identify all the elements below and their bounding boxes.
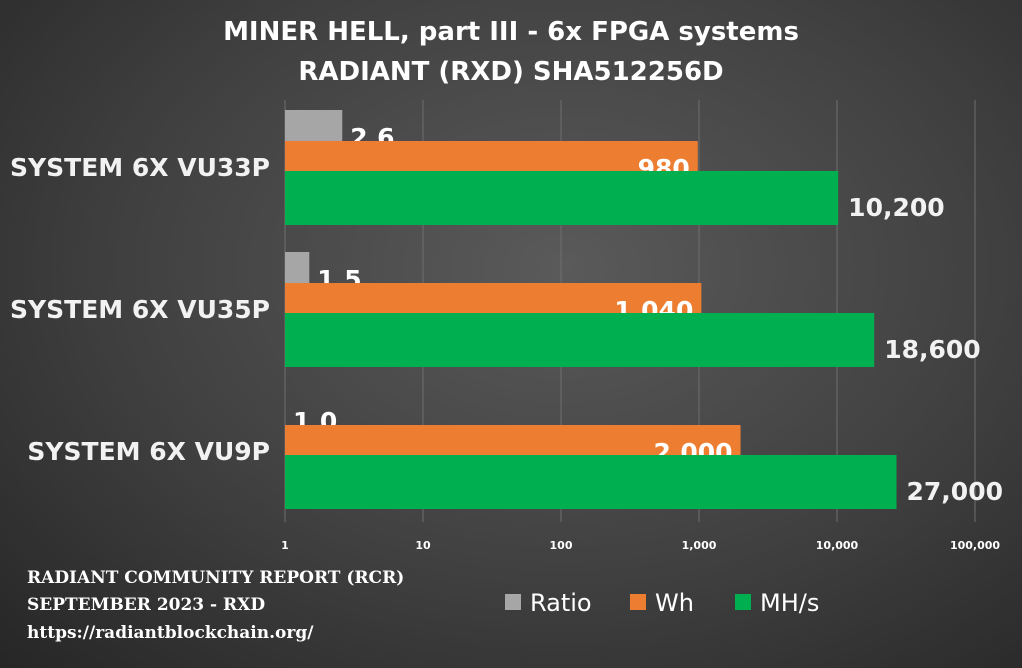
legend: Ratio Wh MH/s	[505, 589, 819, 617]
x-tick-label: 10	[415, 539, 431, 552]
footer-report-name: RADIANT COMMUNITY REPORT (RCR)	[27, 568, 404, 588]
x-tick-label: 10,000	[816, 539, 859, 552]
category-label: SYSTEM 6X VU35P	[10, 295, 270, 324]
legend-swatch-wh	[630, 594, 646, 610]
chart-title: MINER HELL, part III - 6x FPGA systems	[223, 17, 799, 47]
category-labels: SYSTEM 6X VU33P SYSTEM 6X VU35P SYSTEM 6X …	[10, 153, 270, 466]
footer-date: SEPTEMBER 2023 - RXD	[27, 595, 265, 615]
legend-label-mhs: MH/s	[760, 589, 819, 617]
footer-url: https://radiantblockchain.org/	[27, 623, 314, 643]
legend-label-wh: Wh	[655, 589, 694, 617]
x-axis-ticks: 1 10 100 1,000 10,000 100,000	[281, 539, 1000, 552]
data-label-mhs: 18,600	[884, 335, 980, 364]
bar-mhs	[285, 455, 897, 509]
data-label-mhs: 10,200	[848, 193, 944, 222]
category-label: SYSTEM 6X VU33P	[10, 153, 270, 182]
data-label-mhs: 27,000	[907, 477, 1003, 506]
legend-swatch-ratio	[505, 594, 521, 610]
legend-swatch-mhs	[735, 594, 751, 610]
bar-mhs	[285, 171, 839, 225]
category-label: SYSTEM 6X VU9P	[27, 437, 270, 466]
legend-label-ratio: Ratio	[530, 589, 592, 617]
chart-subtitle: RADIANT (RXD) SHA512256D	[298, 57, 723, 87]
footer: RADIANT COMMUNITY REPORT (RCR) SEPTEMBER…	[27, 568, 404, 643]
x-tick-label: 100	[550, 539, 573, 552]
x-tick-label: 100,000	[950, 539, 1000, 552]
x-tick-label: 1,000	[682, 539, 717, 552]
x-tick-label: 1	[281, 539, 289, 552]
bar-mhs	[285, 313, 875, 367]
